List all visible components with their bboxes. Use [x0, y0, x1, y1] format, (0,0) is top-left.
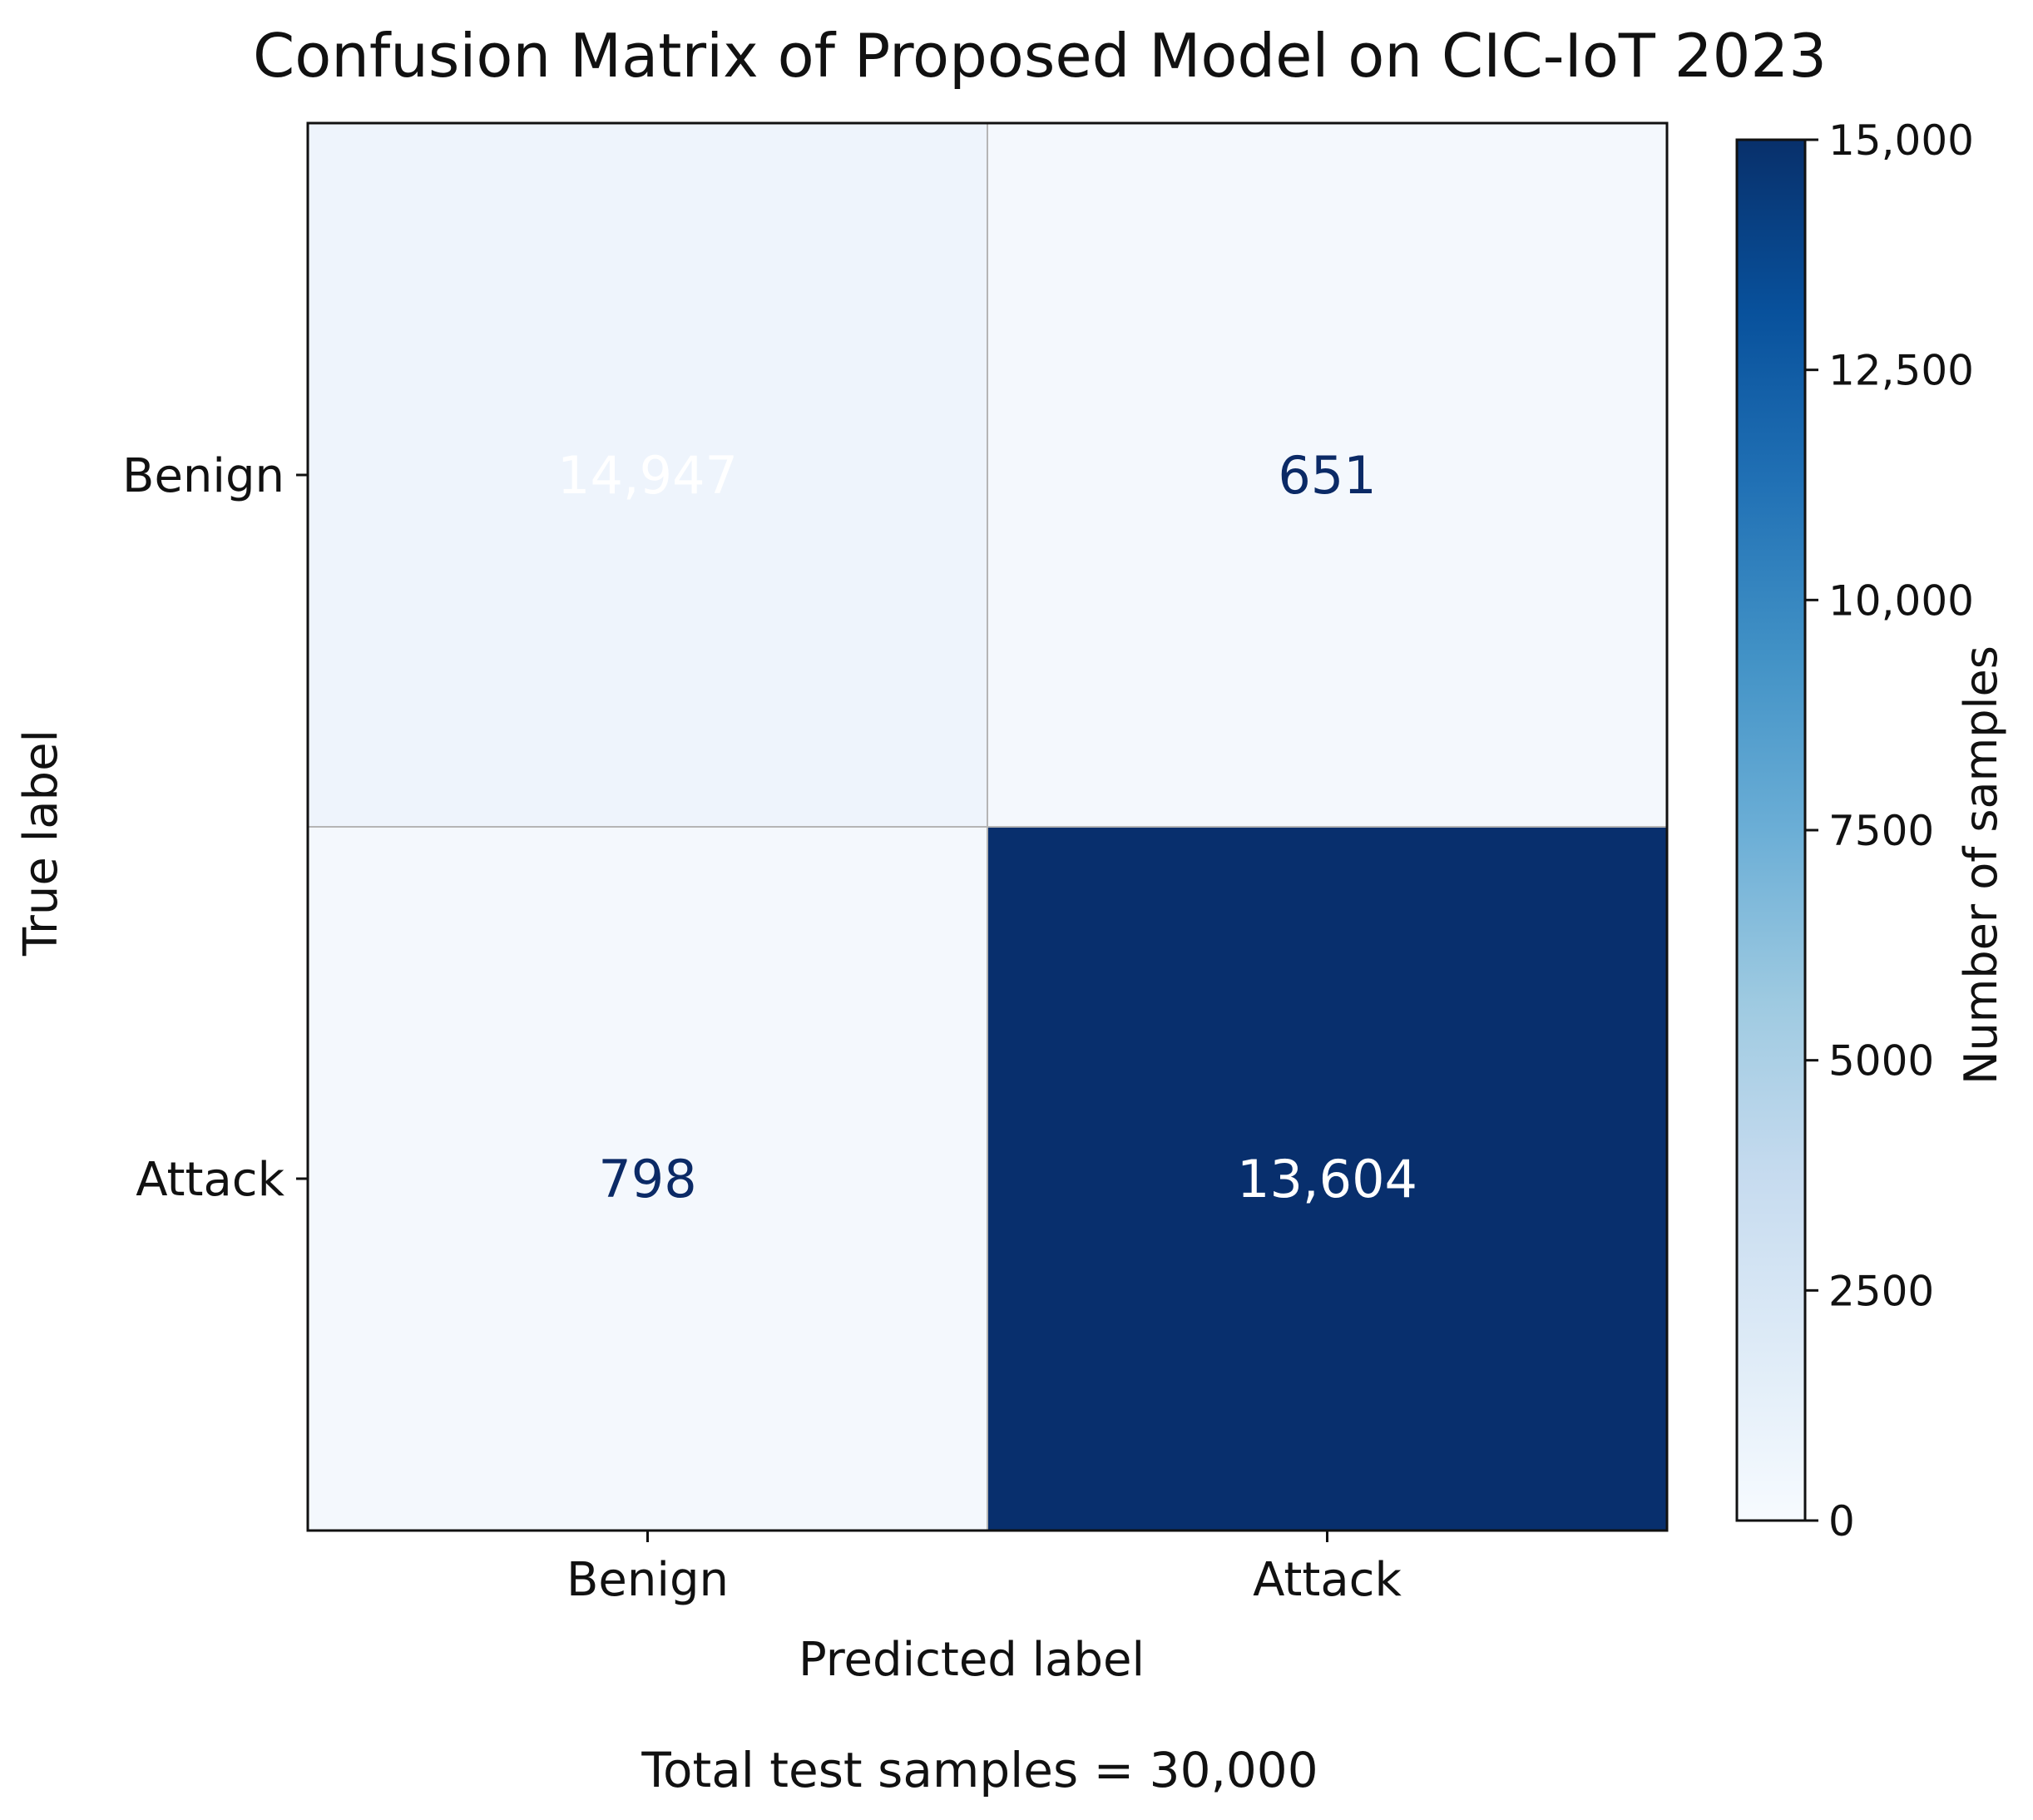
colorbar-label: Number of samples: [1955, 645, 2007, 1085]
cell-value-label: 798: [598, 1149, 696, 1209]
heatmap-cell-attack-attack: [987, 826, 1668, 1531]
cell-value-label: 13,604: [1237, 1149, 1417, 1209]
colorbar-tick-label: 2500: [1828, 1267, 1934, 1315]
heatmap-cells: [307, 122, 1668, 1531]
colorbar: 0 2500 5000 7500 10,000 12,500 15,000 Number o…: [1735, 116, 2007, 1546]
matrix-axes: [306, 121, 1669, 1532]
colorbar-tick-label: 5000: [1828, 1037, 1934, 1086]
colorbar-tick-label: 0: [1828, 1497, 1855, 1546]
cell-value-label: 14,947: [557, 445, 738, 506]
x-tick-label: Attack: [1253, 1553, 1402, 1607]
heatmap-cell-labels: 14,947 651 798 13,604: [557, 445, 1417, 1209]
heatmap-cell-benign-benign: [307, 122, 988, 828]
chart-title: Confusion Matrix of Proposed Model on CI…: [253, 21, 1827, 91]
x-axis-label: Predicted label: [799, 1633, 1145, 1687]
footnote: Total test samples = 30,000: [641, 1742, 1318, 1798]
y-tick-label: Attack: [136, 1153, 284, 1207]
colorbar-tick-label: 10,000: [1828, 576, 1974, 625]
colorbar-tick-label: 15,000: [1828, 116, 1974, 165]
colorbar-tick-label: 12,500: [1828, 347, 1974, 395]
y-axis-label: True label: [14, 729, 68, 957]
colorbar-ticks: 0 2500 5000 7500 10,000 12,500 15,000: [1805, 116, 1974, 1546]
heatmap-cell-benign-attack: [987, 122, 1668, 828]
heatmap-cell-attack-benign: [307, 826, 988, 1531]
category-ticks: Benign Attack Benign Attack: [122, 449, 1402, 1607]
colorbar-gradient: [1735, 138, 1807, 1522]
matrix-frame: [306, 121, 1669, 1532]
x-tick-label: Benign: [566, 1553, 729, 1607]
colorbar-tick-label: 7500: [1828, 807, 1934, 855]
cell-value-label: 651: [1278, 445, 1376, 506]
y-tick-label: Benign: [122, 449, 284, 503]
